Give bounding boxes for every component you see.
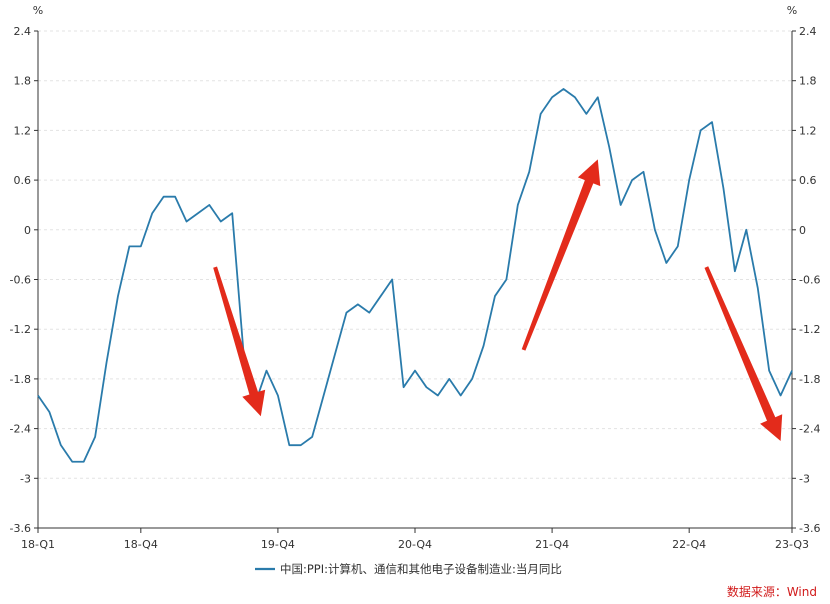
y-tick-label-left: 1.8 [14, 75, 32, 88]
y-tick-label-left: -1.2 [10, 323, 31, 336]
y-tick-label-left: 0.6 [14, 174, 32, 187]
y-tick-label-right: 1.8 [799, 75, 817, 88]
x-tick-label: 19-Q4 [261, 538, 295, 551]
x-tick-label: 21-Q4 [535, 538, 569, 551]
series-layer [37, 88, 793, 463]
y-tick-label-right: 2.4 [799, 25, 817, 38]
y-unit-left: % [33, 4, 43, 17]
y-tick-label-right: 0 [799, 224, 806, 237]
y-tick-label-left: -2.4 [10, 423, 31, 436]
x-tick-label: 20-Q4 [398, 538, 432, 551]
trend-arrow-down [213, 266, 266, 417]
tick-labels: 2.4 2.4 1.8 1.8 1.2 1.2 0.6 0.6 0 0 -0.6 -0.6 -1.2 -1… [10, 25, 821, 551]
y-tick-label-left: 1.2 [14, 124, 32, 137]
y-tick-label-right: -3.6 [799, 522, 820, 535]
legend-label: 中国:PPI:计算机、通信和其他电子设备制造业:当月同比 [280, 562, 562, 576]
y-tick-label-left: -0.6 [10, 274, 31, 287]
y-tick-label-left: -1.8 [10, 373, 31, 386]
y-tick-label-right: -3 [799, 472, 810, 485]
x-tick-label: 18-Q4 [124, 538, 158, 551]
y-tick-label-left: -3.6 [10, 522, 31, 535]
y-unit-right: % [787, 4, 797, 17]
series-line [37, 88, 793, 463]
y-tick-label-right: -0.6 [799, 274, 820, 287]
axes [34, 30, 796, 533]
y-tick-label-left: 2.4 [14, 25, 32, 38]
y-tick-label-left: -3 [20, 472, 31, 485]
x-tick-label: 22-Q4 [672, 538, 706, 551]
trend-arrow-up [521, 159, 601, 351]
y-tick-label-right: 1.2 [799, 124, 817, 137]
x-tick-label: 18-Q1 [21, 538, 55, 551]
legend: 中国:PPI:计算机、通信和其他电子设备制造业:当月同比 [255, 562, 562, 576]
annotation-arrows [213, 159, 783, 441]
trend-arrow-down [704, 266, 783, 441]
y-tick-label-right: -2.4 [799, 423, 820, 436]
y-tick-label-right: -1.2 [799, 323, 820, 336]
x-tick-label: 23-Q3 [775, 538, 809, 551]
y-tick-label-left: 0 [24, 224, 31, 237]
y-tick-label-right: -1.8 [799, 373, 820, 386]
grid-lines [38, 30, 792, 479]
data-source-note: 数据来源：Wind [727, 584, 817, 599]
y-tick-label-right: 0.6 [799, 174, 817, 187]
